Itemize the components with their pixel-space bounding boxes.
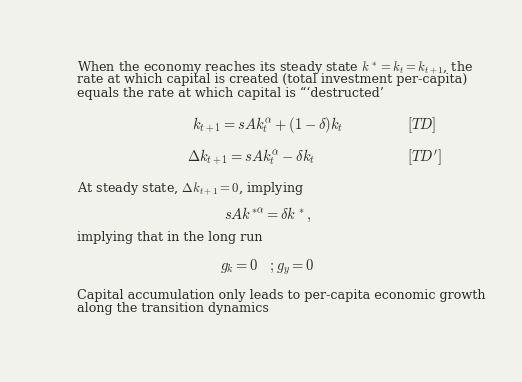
Text: $sAk^{*\alpha} = \delta k^*,$: $sAk^{*\alpha} = \delta k^*,$	[224, 206, 311, 224]
Text: $[TD']$: $[TD']$	[407, 147, 442, 167]
Text: $g_k = 0 \quad ; g_y = 0$: $g_k = 0 \quad ; g_y = 0$	[220, 257, 315, 277]
Text: equals the rate at which capital is “‘destructed’: equals the rate at which capital is “‘de…	[77, 87, 384, 100]
Text: At steady state, $\Delta k_{t+1} = 0$, implying: At steady state, $\Delta k_{t+1} = 0$, i…	[77, 180, 304, 197]
Text: along the transition dynamics: along the transition dynamics	[77, 302, 268, 315]
Text: rate at which capital is created (total investment per-capita): rate at which capital is created (total …	[77, 73, 467, 86]
Text: $[TD]$: $[TD]$	[407, 115, 436, 134]
Text: $k_{t+1} = sAk_t^{\alpha} + (1 - \delta)k_t$: $k_{t+1} = sAk_t^{\alpha} + (1 - \delta)…	[192, 115, 343, 135]
Text: implying that in the long run: implying that in the long run	[77, 231, 262, 244]
Text: When the economy reaches its steady state $k^* = k_t = k_{t+1}$, the: When the economy reaches its steady stat…	[77, 59, 473, 76]
Text: $\Delta k_{t+1} = sAk_t^{\alpha} - \delta k_t$: $\Delta k_{t+1} = sAk_t^{\alpha} - \delt…	[187, 147, 315, 167]
Text: Capital accumulation only leads to per-capita economic growth: Capital accumulation only leads to per-c…	[77, 288, 485, 301]
